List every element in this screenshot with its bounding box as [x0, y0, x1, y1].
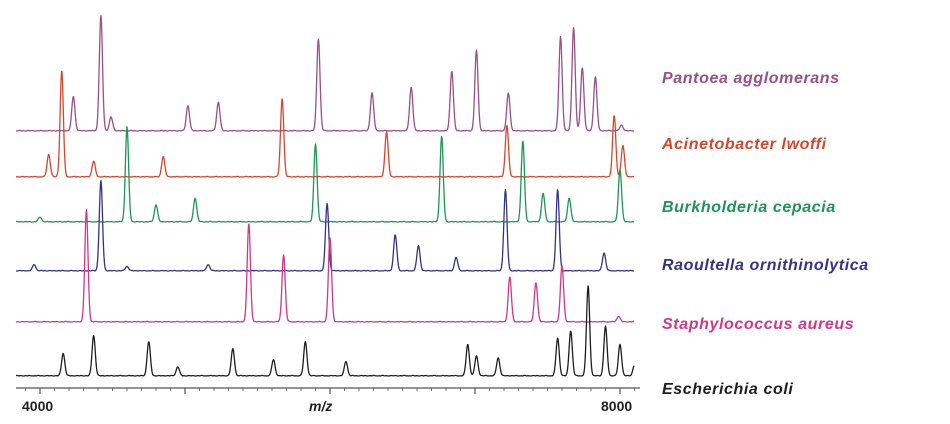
- spectrum-trace-5: [15, 209, 635, 323]
- legend-label-raoultella: Raoultella ornithinolytica: [662, 257, 869, 274]
- x-axis-title: m/z: [309, 398, 333, 414]
- spectrum-trace-6: [15, 285, 635, 377]
- legend-label-pantoea: Pantoea agglomerans: [662, 70, 840, 87]
- x-tick-label-8000: 8000: [601, 398, 633, 414]
- x-tick-label-4000: 4000: [22, 398, 54, 414]
- legend-label-burkholderia: Burkholderia cepacia: [662, 199, 836, 216]
- spectrum-trace-3: [15, 126, 635, 223]
- spectrum-trace-2: [15, 70, 635, 178]
- spectrum-trace-1: [15, 14, 635, 132]
- spectrum-trace-4: [15, 179, 635, 272]
- legend-label-acinetobacter: Acinetobacter lwoffi: [662, 136, 827, 153]
- legend-label-escherichia: Escherichia coli: [662, 381, 794, 398]
- legend-label-staphylococcus: Staphylococcus aureus: [662, 316, 855, 333]
